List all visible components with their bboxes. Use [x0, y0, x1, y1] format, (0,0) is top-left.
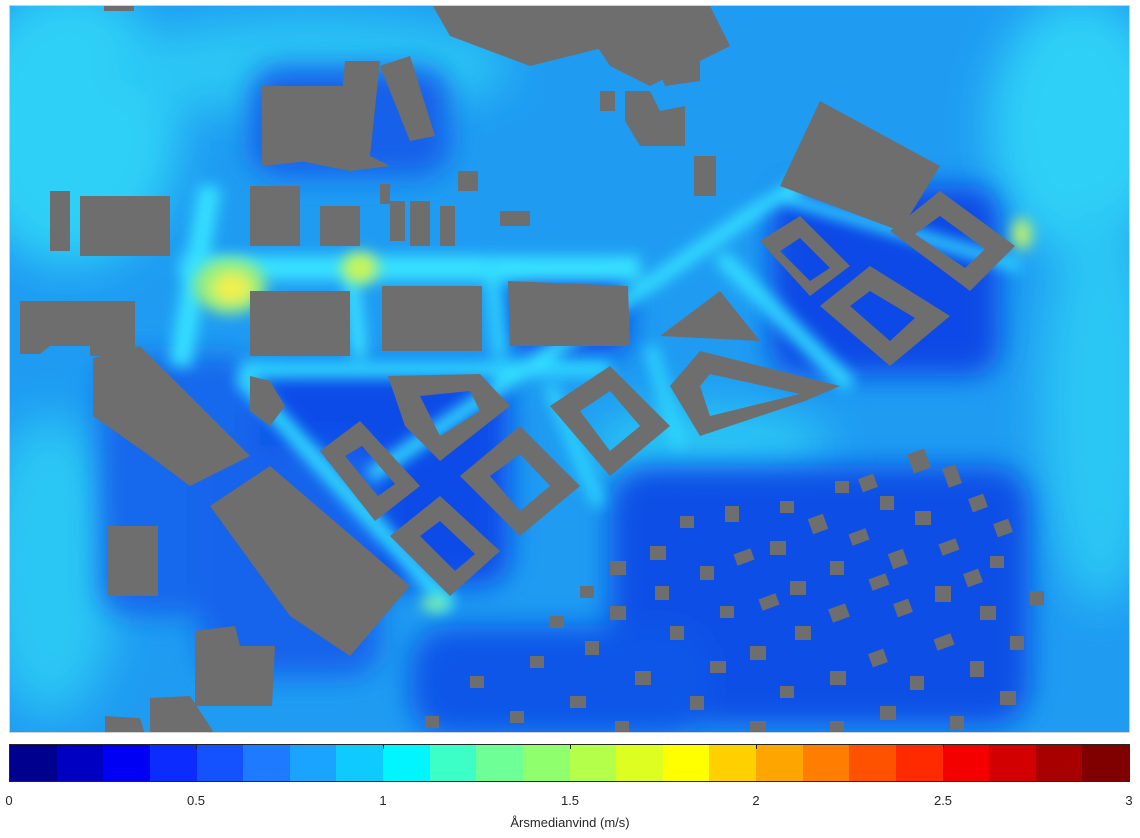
- colorbar-tick-mark: [756, 744, 757, 749]
- buildings: [20, 6, 1015, 732]
- colorbar-segment: [569, 745, 617, 781]
- colorbar-tick-mark: [943, 744, 944, 749]
- colorbar-segment: [849, 745, 896, 781]
- colorbar-segment: [10, 745, 57, 781]
- colorbar-segment: [103, 745, 150, 781]
- colorbar-segment: [989, 745, 1036, 781]
- colorbar-segment: [476, 745, 523, 781]
- colorbar-tick-labels: 0 0.5 1 1.5 2 2.5 3: [5, 793, 1133, 809]
- colorbar-segment: [429, 745, 477, 781]
- colorbar-tick-label: 3: [1125, 793, 1133, 808]
- wind-map-svg: [10, 6, 1129, 732]
- colorbar-segment: [289, 745, 337, 781]
- colorbar-tick-mark: [383, 744, 384, 749]
- colorbar-segment: [1082, 745, 1129, 781]
- colorbar-tick-label: 0: [5, 793, 13, 808]
- colorbar-tick-mark: [9, 744, 10, 749]
- wind-speed-map: [9, 5, 1130, 733]
- colorbar-tick-label: 2: [752, 793, 760, 808]
- colorbar-segment: [616, 745, 663, 781]
- colorbar-segment: [243, 745, 290, 781]
- colorbar-tick-label: 1.5: [560, 793, 580, 808]
- colorbar-segment: [522, 745, 570, 781]
- colorbar-tick-mark: [1129, 744, 1130, 749]
- colorbar-segment: [149, 745, 197, 781]
- colorbar-segment: [56, 745, 104, 781]
- colorbar-segment: [942, 745, 990, 781]
- colorbar-segment: [336, 745, 383, 781]
- colorbar-tick-label: 0.5: [186, 793, 206, 808]
- colorbar-tick-label: 1: [379, 793, 387, 808]
- high-wind-hotspots: [194, 218, 1032, 612]
- colorbar-ticks: [9, 744, 1130, 788]
- colorbar-segment: [709, 745, 756, 781]
- colorbar-tick-mark: [570, 744, 571, 749]
- colorbar-segment: [383, 745, 430, 781]
- colorbar-segment: [196, 745, 244, 781]
- colorbar-tick-mark: [196, 744, 197, 749]
- colorbar-label: Årsmedianvind (m/s): [510, 815, 630, 830]
- colorbar-segment: [802, 745, 850, 781]
- colorbar-segment: [756, 745, 803, 781]
- colorbar-tick-label: 2.5: [933, 793, 953, 808]
- residential-buildings: [425, 448, 1044, 732]
- colorbar-segment: [1035, 745, 1083, 781]
- colorbar-segment: [895, 745, 943, 781]
- colorbar-segment: [662, 745, 710, 781]
- colorbar: [9, 744, 1130, 782]
